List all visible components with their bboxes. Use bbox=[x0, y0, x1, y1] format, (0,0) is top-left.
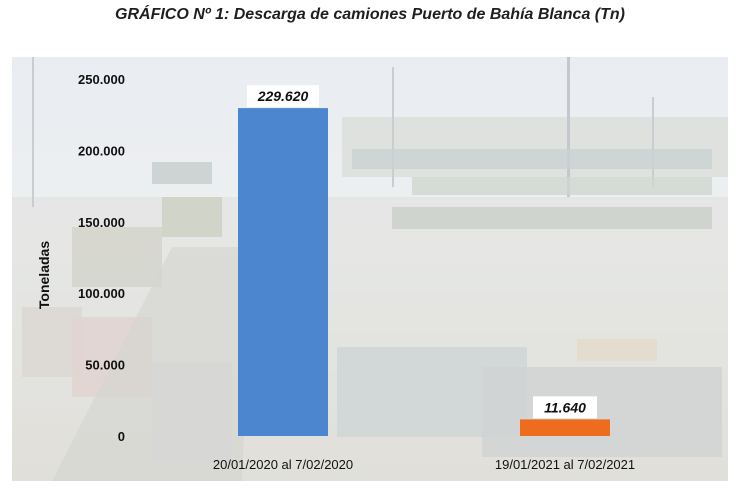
y-tick-label: 250.000 bbox=[78, 72, 125, 87]
y-tick-label: 150.000 bbox=[78, 215, 125, 230]
y-axis-label: Toneladas bbox=[36, 241, 52, 309]
data-label-box bbox=[247, 85, 319, 108]
data-label: 229.620 bbox=[257, 88, 309, 104]
data-label-box bbox=[533, 396, 597, 419]
bar-data-labels: 229.620 11.640 bbox=[247, 85, 597, 419]
bar bbox=[238, 108, 328, 437]
x-tick-label: 19/01/2021 al 7/02/2021 bbox=[495, 457, 635, 472]
y-axis-ticks: 0 50.000 100.000 150.000 200.000 250.000 bbox=[78, 72, 125, 444]
x-tick-label: 20/01/2020 al 7/02/2020 bbox=[213, 457, 353, 472]
bars bbox=[238, 108, 610, 437]
y-axis-title: Toneladas bbox=[36, 241, 52, 309]
chart-title: GRÁFICO Nº 1: Descarga de camiones Puert… bbox=[115, 6, 625, 23]
background-photo bbox=[12, 57, 728, 481]
x-axis-ticks: 20/01/2020 al 7/02/2020 19/01/2021 al 7/0… bbox=[213, 457, 635, 472]
bar-chart: Toneladas 0 50.000 100.000 150.000 200.000 25… bbox=[12, 57, 728, 481]
y-tick-label: 50.000 bbox=[85, 358, 125, 373]
bar bbox=[520, 419, 610, 436]
y-tick-label: 100.000 bbox=[78, 286, 125, 301]
data-label: 11.640 bbox=[544, 399, 586, 415]
y-tick-label: 0 bbox=[118, 429, 125, 444]
y-tick-label: 200.000 bbox=[78, 143, 125, 158]
